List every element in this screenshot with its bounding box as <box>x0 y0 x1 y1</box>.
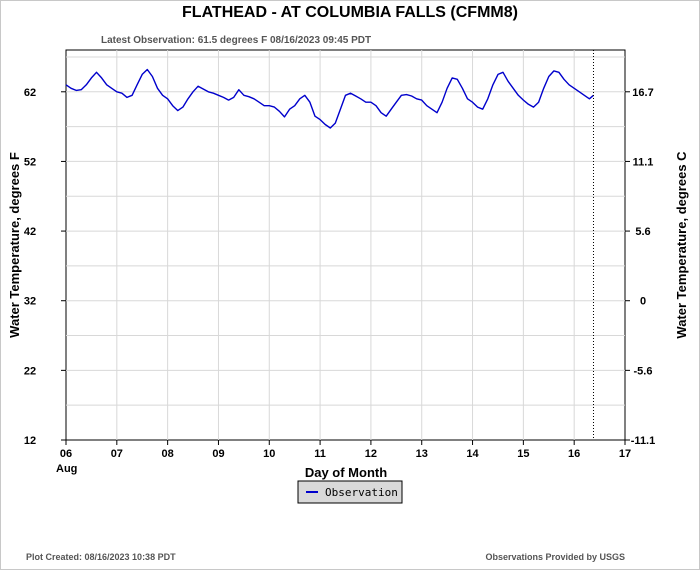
x-tick-label: 09 <box>212 448 224 460</box>
plot-area <box>65 49 626 441</box>
legend-box <box>297 480 403 504</box>
series-observation <box>65 68 594 129</box>
y-tick-label-right: -5.6 <box>634 365 653 377</box>
y-tick-label-right: 16.7 <box>632 87 653 99</box>
y-tick-label-right: 5.6 <box>635 226 650 238</box>
x-tick-label: 17 <box>619 448 631 460</box>
footer-provider: Observations Provided by USGS <box>485 552 625 562</box>
x-tick-label: 13 <box>416 448 428 460</box>
x-tick-label: 10 <box>263 448 275 460</box>
grid-lines <box>66 50 625 440</box>
chart-title: FLATHEAD - AT COLUMBIA FALLS (CFMM8) <box>182 4 518 21</box>
axis-ticks: 06 07 08 09 10 11 12 13 14 15 16 17 12 -11.1 22 -5.6 32 0… <box>24 87 655 460</box>
x-tick-label: 12 <box>365 448 377 460</box>
x-axis-label: Day of Month <box>305 465 387 480</box>
x-tick-label: 08 <box>162 448 174 460</box>
y-tick-label-left: 42 <box>24 226 36 238</box>
y-tick-label-left: 52 <box>24 156 36 168</box>
x-tick-label: 06 <box>60 448 72 460</box>
y-tick-label-left: 62 <box>24 87 36 99</box>
y-tick-label-right: -11.1 <box>631 435 655 447</box>
y-tick-label-left: 22 <box>24 365 36 377</box>
y-tick-label-left: 32 <box>24 296 36 308</box>
y-tick-label-left: 12 <box>24 435 36 447</box>
y-axis-label-left: Water Temperature, degrees F <box>7 152 22 338</box>
x-axis-month-label: Aug <box>56 463 77 475</box>
x-tick-label: 16 <box>568 448 580 460</box>
x-tick-label: 07 <box>111 448 123 460</box>
footer-plot-created: Plot Created: 08/16/2023 10:38 PDT <box>26 552 176 562</box>
legend: Observation <box>297 480 403 504</box>
x-tick-label: 14 <box>466 448 479 460</box>
y-tick-label-right: 11.1 <box>633 156 654 168</box>
x-tick-label: 11 <box>314 448 326 460</box>
chart-subtitle: Latest Observation: 61.5 degrees F 08/16… <box>101 35 371 46</box>
y-tick-label-right: 0 <box>640 296 646 308</box>
legend-label-observation: Observation <box>325 486 398 499</box>
y-axis-label-right: Water Temperature, degrees C <box>674 151 689 339</box>
x-tick-label: 15 <box>517 448 529 460</box>
observation-line <box>65 68 594 129</box>
